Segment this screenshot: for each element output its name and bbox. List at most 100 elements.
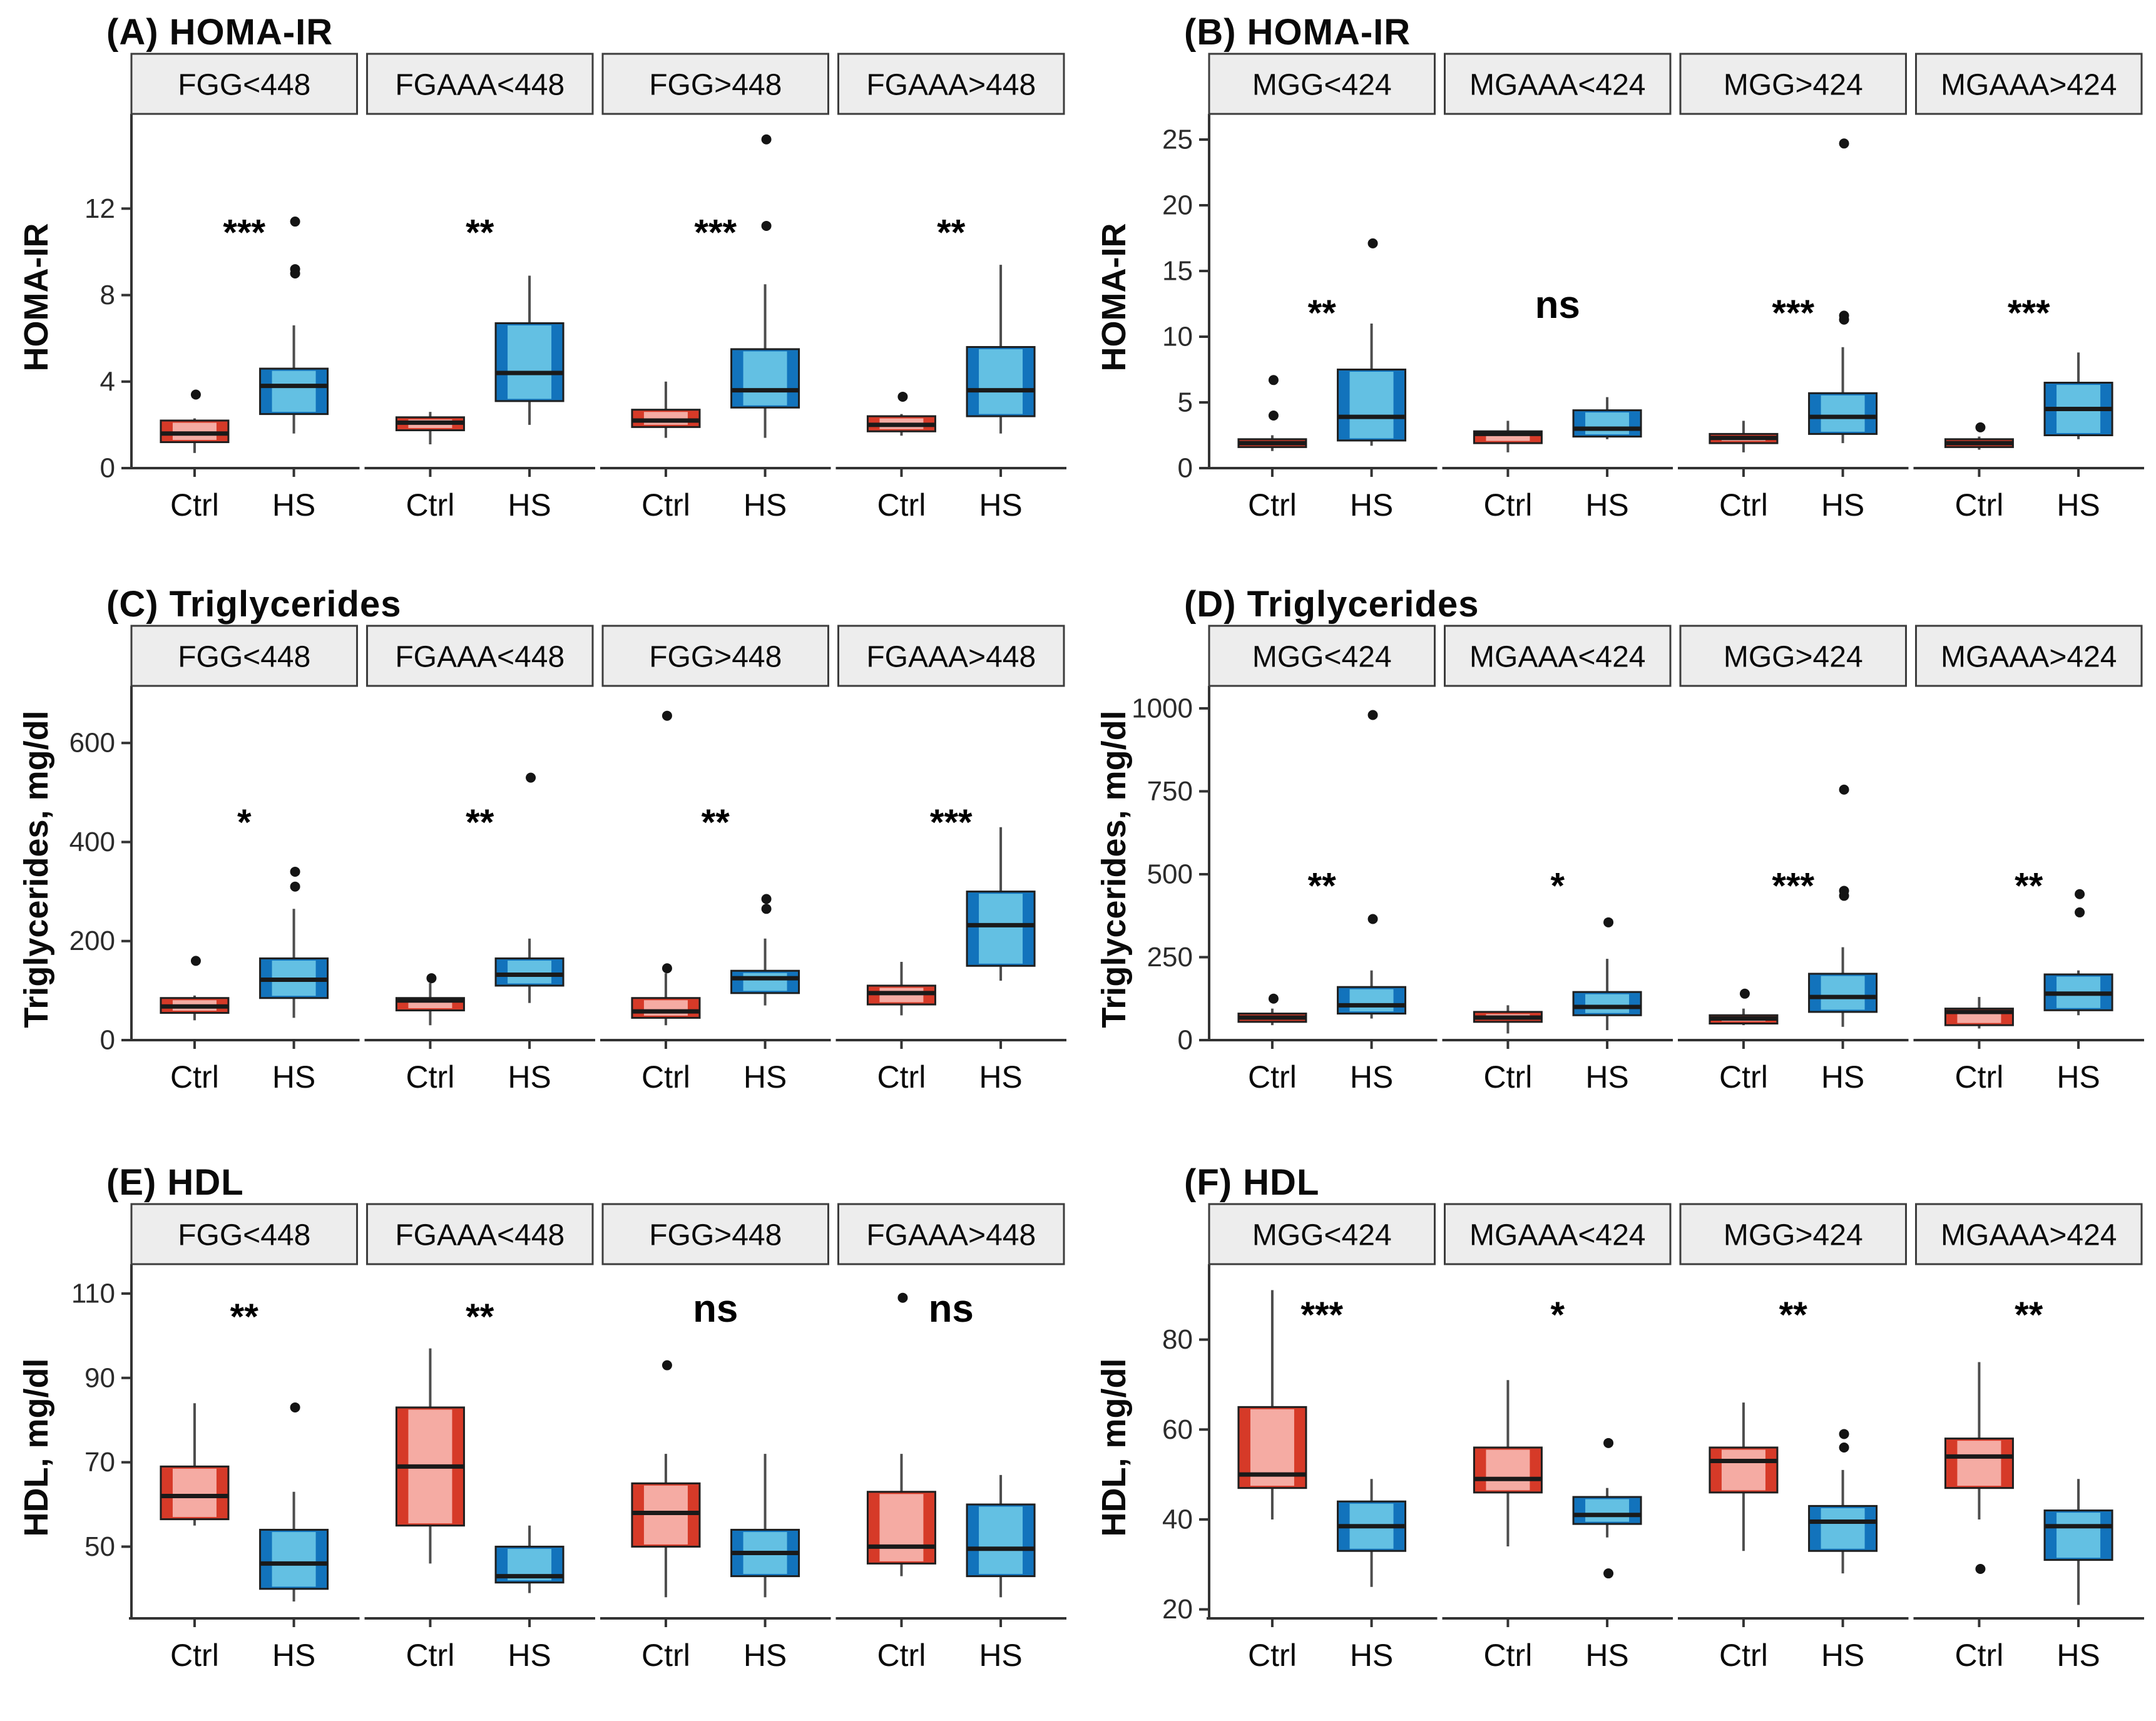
- panel-homa-ir-fgg: (A) HOMA-IR 0 4 8 12 HOMA-IR FGG<448 Ctrl HS ***…: [18, 3, 1072, 569]
- facet-strip: [1915, 1203, 2143, 1265]
- ctrl-box-inner: [1486, 433, 1530, 441]
- y-axis-title: HOMA-IR: [18, 223, 55, 372]
- hs-outlier-point: [1839, 1429, 1849, 1439]
- hs-box-inner: [979, 1506, 1023, 1575]
- hs-box-inner: [1585, 1499, 1630, 1522]
- y-tick-label: 90: [84, 1362, 115, 1393]
- hs-box-inner: [1349, 372, 1394, 439]
- facet-strip-label: MGAAA<424: [1469, 69, 1645, 102]
- significance-label: ns: [1535, 283, 1580, 327]
- x-group-label: HS: [1350, 1638, 1393, 1673]
- ctrl-outlier-point: [426, 973, 437, 984]
- facet-strip-label: MGAAA<424: [1469, 641, 1645, 674]
- y-tick-label: 250: [1147, 942, 1193, 973]
- x-group-label: Ctrl: [1484, 488, 1533, 523]
- x-group-label: HS: [743, 488, 787, 523]
- significance-label: **: [2015, 1295, 2043, 1335]
- hs-outlier-point: [1839, 1443, 1849, 1453]
- panel-title: (D) Triglycerides: [1184, 584, 1479, 625]
- significance-label: ns: [929, 1287, 974, 1330]
- x-group-label: HS: [272, 488, 315, 523]
- facet-strip-label: MGAAA>424: [1941, 641, 2117, 674]
- x-group-label: Ctrl: [1955, 488, 2004, 523]
- ctrl-outlier-point: [190, 389, 201, 400]
- panel-homa-ir-mgg: (B) HOMA-IR 0 5 10 15 20 25 HOMA-IR MGG<424 Ctrl…: [1095, 3, 2150, 569]
- ctrl-outlier-point: [897, 391, 908, 402]
- significance-label: **: [1308, 866, 1337, 907]
- facet-strip-label: FGG>448: [649, 1219, 782, 1252]
- facet-strip: [366, 625, 594, 687]
- facet-strip: [1679, 625, 1907, 687]
- facet-strip-label: FGAAA>448: [866, 641, 1036, 674]
- facet-strip-label: MGAAA<424: [1469, 1219, 1645, 1252]
- hs-outlier-point: [1367, 710, 1378, 720]
- hs-outlier-point: [290, 264, 300, 275]
- y-tick-label: 200: [69, 926, 115, 956]
- ctrl-box-inner: [1957, 1441, 2001, 1486]
- hs-outlier-point: [290, 1402, 300, 1412]
- hs-outlier-point: [1603, 1438, 1614, 1448]
- x-group-label: Ctrl: [1955, 1638, 2004, 1673]
- ctrl-box-inner: [1721, 1449, 1765, 1491]
- facet-strip: [1915, 625, 2143, 687]
- significance-label: ***: [930, 802, 973, 843]
- x-group-label: HS: [743, 1060, 787, 1095]
- ctrl-outlier-point: [662, 1360, 672, 1371]
- x-group-label: HS: [1585, 1060, 1628, 1095]
- ctrl-outlier-point: [662, 963, 672, 974]
- y-tick-label: 15: [1162, 256, 1193, 287]
- x-group-label: HS: [508, 488, 551, 523]
- hs-outlier-point: [761, 904, 772, 914]
- significance-label: ***: [1772, 866, 1814, 907]
- x-group-label: Ctrl: [1719, 1060, 1768, 1095]
- significance-label: ***: [1300, 1295, 1343, 1335]
- facet-strip: [130, 1203, 358, 1265]
- hs-outlier-point: [2075, 907, 2085, 917]
- significance-label: ***: [1772, 293, 1814, 334]
- hs-outlier-point: [1839, 784, 1849, 795]
- y-tick-label: 40: [1162, 1504, 1193, 1535]
- facet-strip: [366, 1203, 594, 1265]
- y-tick-label: 10: [1162, 322, 1193, 352]
- facet-strip-label: FGAAA>448: [866, 1219, 1036, 1252]
- x-group-label: Ctrl: [1248, 488, 1297, 523]
- x-group-label: Ctrl: [641, 488, 690, 523]
- x-group-label: Ctrl: [641, 1638, 690, 1673]
- facet-strip: [601, 625, 829, 687]
- x-group-label: Ctrl: [877, 488, 926, 523]
- significance-label: *: [1550, 1295, 1565, 1335]
- hs-box-inner: [1821, 976, 1865, 1010]
- significance-label: **: [466, 212, 494, 253]
- facet-strip-label: FGG>448: [649, 69, 782, 102]
- hs-outlier-point: [761, 894, 772, 904]
- facet-strip-label: FGG<448: [178, 641, 310, 674]
- hs-outlier-point: [761, 220, 772, 231]
- facet-strip: [837, 625, 1065, 687]
- x-group-label: Ctrl: [170, 1638, 219, 1673]
- significance-label: **: [466, 1297, 494, 1337]
- significance-label: **: [1308, 293, 1337, 334]
- significance-label: ***: [2008, 293, 2050, 334]
- x-group-label: Ctrl: [1484, 1638, 1533, 1673]
- hs-outlier-point: [1603, 1568, 1614, 1579]
- y-tick-label: 80: [1162, 1324, 1193, 1355]
- facet-strip: [601, 53, 829, 115]
- x-group-label: Ctrl: [1248, 1060, 1297, 1095]
- ctrl-box-inner: [1486, 1449, 1530, 1491]
- x-group-label: HS: [743, 1638, 787, 1673]
- x-group-label: HS: [1585, 1638, 1628, 1673]
- ctrl-outlier-point: [1268, 993, 1279, 1004]
- boxplot-grid-triglycerides-fgg: 0 200 400 600 Triglycerides, mg/dl FGG<448 Ctr…: [18, 625, 1066, 1095]
- y-tick-label: 0: [1178, 453, 1193, 484]
- hs-box-inner: [1349, 989, 1394, 1012]
- panel-hdl-mgg: (F) HDL 20 40 60 80 HDL, mg/dl MGG<424 Ctrl HS *…: [1095, 1153, 2150, 1719]
- ctrl-outlier-point: [1268, 411, 1279, 421]
- x-group-label: Ctrl: [1955, 1060, 2004, 1095]
- panel-title: (F) HDL: [1184, 1162, 1320, 1203]
- y-tick-label: 500: [1147, 859, 1193, 889]
- facet-strip: [1208, 625, 1436, 687]
- significance-label: **: [937, 212, 966, 253]
- facet-strip: [1444, 625, 1672, 687]
